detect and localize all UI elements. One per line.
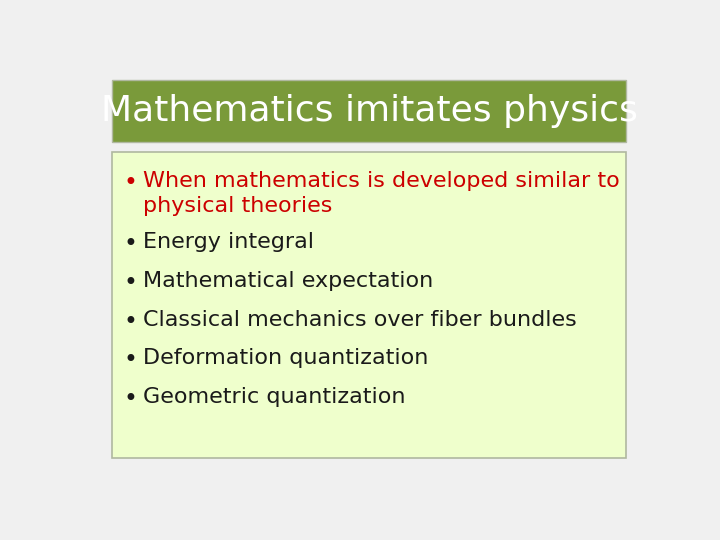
Text: •: • <box>123 232 137 256</box>
FancyBboxPatch shape <box>112 152 626 458</box>
Text: When mathematics is developed similar to
physical theories: When mathematics is developed similar to… <box>143 171 620 217</box>
Text: Deformation quantization: Deformation quantization <box>143 348 428 368</box>
Text: •: • <box>123 387 137 411</box>
Text: Energy integral: Energy integral <box>143 232 314 252</box>
Text: Geometric quantization: Geometric quantization <box>143 387 405 407</box>
Text: Mathematical expectation: Mathematical expectation <box>143 271 433 291</box>
Text: •: • <box>123 310 137 334</box>
Text: Classical mechanics over fiber bundles: Classical mechanics over fiber bundles <box>143 310 577 330</box>
FancyBboxPatch shape <box>112 80 626 141</box>
Text: •: • <box>123 271 137 295</box>
Text: •: • <box>123 348 137 373</box>
Text: •: • <box>123 171 137 195</box>
Text: Mathematics imitates physics: Mathematics imitates physics <box>101 94 637 128</box>
